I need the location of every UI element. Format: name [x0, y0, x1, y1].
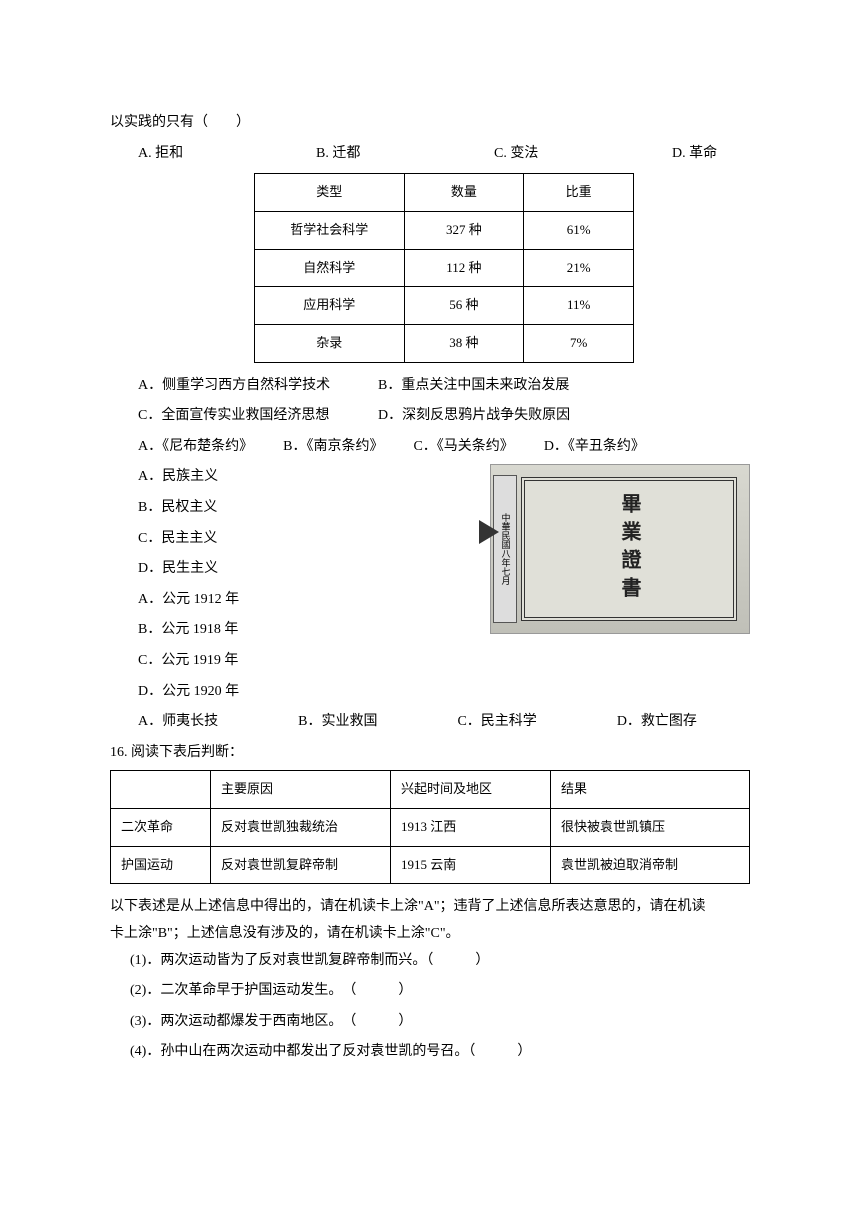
question-stem: 以实践的只有（ ）	[110, 110, 750, 137]
option-a[interactable]: A. 拒和	[138, 141, 216, 168]
option-b[interactable]: B．实业救国	[298, 709, 377, 736]
table-cell: 反对袁世凯独裁统治	[211, 809, 391, 847]
option-row: A. 拒和 B. 迁都 C. 变法 D. 革命	[138, 141, 750, 168]
table-cell: 哲学社会科学	[255, 211, 405, 249]
table-header: 主要原因	[211, 771, 391, 809]
table-cell: 杂录	[255, 324, 405, 362]
diploma-image: 中華民國八年七月 畢業證書	[490, 464, 750, 634]
option-row: A．《尼布楚条约》 B．《南京条约》 C．《马关条约》 D．《辛丑条约》	[138, 434, 750, 461]
table-cell: 11%	[524, 287, 634, 325]
question-title: 16. 阅读下表后判断：	[110, 740, 750, 767]
option-c[interactable]: C．公元 1919 年	[138, 648, 750, 675]
option-d[interactable]: D．救亡图存	[617, 709, 697, 736]
table-cell: 61%	[524, 211, 634, 249]
option-row: A．侧重学习西方自然科学技术 B．重点关注中国未来政治发展	[138, 373, 750, 400]
table-cell: 自然科学	[255, 249, 405, 287]
instruction-text: 卡上涂"B"；上述信息没有涉及的，请在机读卡上涂"C"。	[110, 921, 750, 948]
table-cell: 56 种	[404, 287, 524, 325]
sub-question: (3)．两次运动都爆发于西南地区。 （ ）	[130, 1009, 750, 1036]
table-row: 类型 数量 比重	[255, 174, 634, 212]
option-c[interactable]: C. 变法	[494, 141, 572, 168]
option-c[interactable]: C．全面宣传实业救国经济思想	[138, 403, 378, 430]
table-cell: 21%	[524, 249, 634, 287]
table-row: 哲学社会科学 327 种 61%	[255, 211, 634, 249]
table-header: 类型	[255, 174, 405, 212]
option-d[interactable]: D．《辛丑条约》	[544, 434, 645, 461]
instruction-text: 以下表述是从上述信息中得出的，请在机读卡上涂"A"；违背了上述信息所表达意思的，…	[110, 894, 750, 921]
table-header: 比重	[524, 174, 634, 212]
table-cell: 二次革命	[111, 809, 211, 847]
table-cell: 1915 云南	[391, 846, 551, 884]
sub-question: (4)．孙中山在两次运动中都发出了反对袁世凯的号召。（ ）	[130, 1039, 750, 1066]
table-row: 自然科学 112 种 21%	[255, 249, 634, 287]
option-b[interactable]: B. 迁都	[316, 141, 394, 168]
option-b[interactable]: B．重点关注中国未来政治发展	[378, 373, 569, 400]
table-cell: 112 种	[404, 249, 524, 287]
arrow-icon	[479, 520, 499, 544]
option-c[interactable]: C．民主科学	[457, 709, 536, 736]
table-row: 二次革命 反对袁世凯独裁统治 1913 江西 很快被袁世凯镇压	[111, 809, 750, 847]
table-row: 杂录 38 种 7%	[255, 324, 634, 362]
stamp-strip: 中華民國八年七月	[493, 475, 517, 623]
option-a[interactable]: A．《尼布楚条约》	[138, 434, 253, 461]
option-c[interactable]: C．《马关条约》	[413, 434, 513, 461]
option-a[interactable]: A．师夷长技	[138, 709, 218, 736]
sub-question: (1)．两次运动皆为了反对袁世凯复辟帝制而兴。（ ）	[130, 948, 750, 975]
table-row: 护国运动 反对袁世凯复辟帝制 1915 云南 袁世凯被迫取消帝制	[111, 846, 750, 884]
option-d[interactable]: D．深刻反思鸦片战争失败原因	[378, 403, 570, 430]
table-row: 应用科学 56 种 11%	[255, 287, 634, 325]
table-header: 数量	[404, 174, 524, 212]
table-header: 兴起时间及地区	[391, 771, 551, 809]
option-b[interactable]: B．《南京条约》	[283, 434, 383, 461]
history-table: 主要原因 兴起时间及地区 结果 二次革命 反对袁世凯独裁统治 1913 江西 很…	[110, 770, 750, 884]
table-cell: 护国运动	[111, 846, 211, 884]
types-table: 类型 数量 比重 哲学社会科学 327 种 61% 自然科学 112 种 21%…	[254, 173, 634, 362]
table-cell: 38 种	[404, 324, 524, 362]
sub-question: (2)．二次革命早于护国运动发生。 （ ）	[130, 978, 750, 1005]
table-cell: 1913 江西	[391, 809, 551, 847]
table-cell: 袁世凯被迫取消帝制	[551, 846, 750, 884]
table-header	[111, 771, 211, 809]
table-row: 主要原因 兴起时间及地区 结果	[111, 771, 750, 809]
table-header: 结果	[551, 771, 750, 809]
table-cell: 反对袁世凯复辟帝制	[211, 846, 391, 884]
option-row: C．全面宣传实业救国经济思想 D．深刻反思鸦片战争失败原因	[138, 403, 750, 430]
table-cell: 327 种	[404, 211, 524, 249]
option-d[interactable]: D．公元 1920 年	[138, 679, 750, 706]
option-row: A．师夷长技 B．实业救国 C．民主科学 D．救亡图存	[138, 709, 750, 736]
option-a[interactable]: A．侧重学习西方自然科学技术	[138, 373, 378, 400]
table-cell: 应用科学	[255, 287, 405, 325]
table-cell: 7%	[524, 324, 634, 362]
option-d[interactable]: D. 革命	[672, 141, 750, 168]
diploma-title: 畢業證書	[521, 477, 737, 621]
table-cell: 很快被袁世凯镇压	[551, 809, 750, 847]
